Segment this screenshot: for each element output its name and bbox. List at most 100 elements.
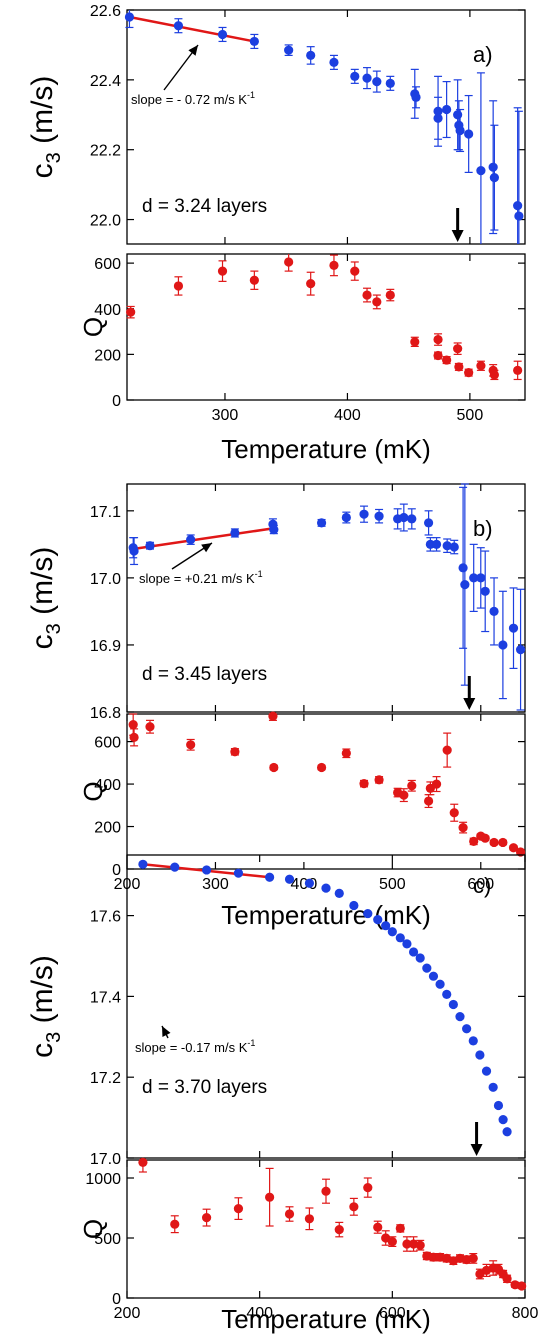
plot-frame-bottom	[126, 713, 526, 870]
y-tick-label: 500	[94, 1231, 121, 1248]
data-point-top	[316, 518, 327, 528]
thickness-label: d = 3.45 layers	[142, 664, 267, 685]
data-point-bottom	[469, 836, 479, 846]
x-tick-label: 600	[379, 1305, 406, 1322]
data-point-bottom	[129, 732, 139, 742]
data-point-bottom	[173, 281, 184, 291]
data-point-bottom	[126, 307, 136, 317]
data-point-bottom	[442, 355, 452, 365]
data-point-bottom	[268, 711, 278, 721]
data-point-top	[493, 1100, 504, 1111]
data-point-bottom	[385, 290, 395, 300]
data-point-bottom	[458, 822, 468, 833]
data-point-top	[387, 927, 397, 937]
data-point-bottom	[128, 720, 138, 730]
data-point-bottom	[362, 290, 372, 300]
data-point-bottom	[423, 796, 434, 806]
data-point-bottom	[489, 837, 499, 848]
data-point-top	[508, 623, 519, 633]
data-point-top	[458, 563, 468, 573]
thickness-label: d = 3.24 layers	[142, 196, 267, 217]
y-tick-label: 22.2	[90, 143, 121, 160]
y-tick-label: 17.4	[90, 989, 121, 1006]
data-point-bottom	[489, 370, 499, 380]
data-point-bottom	[145, 722, 155, 732]
data-point-bottom	[513, 365, 523, 375]
y-tick-label: 17.2	[90, 1070, 121, 1087]
slope-annotation: slope = - 0.72 m/s K-1	[131, 90, 255, 107]
data-point-top	[423, 518, 434, 528]
x-tick-label: 400	[246, 1305, 273, 1322]
data-point-top	[217, 29, 228, 40]
data-point-top	[230, 528, 240, 538]
slope-annotation: slope = -0.17 m/s K-1	[135, 1038, 255, 1055]
slope-exponent: -1	[255, 569, 263, 579]
data-point-top	[448, 999, 458, 1010]
x-axis-title: Temperature (mK)	[221, 1304, 431, 1334]
data-point-top	[341, 512, 351, 523]
data-point-top	[359, 509, 369, 519]
data-point-top	[488, 1082, 498, 1092]
data-point-top	[334, 888, 344, 898]
annotation-arrowhead	[188, 45, 198, 56]
data-point-top	[129, 546, 139, 556]
data-point-bottom	[402, 1239, 412, 1249]
data-point-top	[329, 57, 339, 67]
data-point-top	[422, 963, 432, 973]
data-point-bottom	[374, 775, 384, 785]
y-axis-title-subscript: 3	[43, 152, 65, 163]
data-point-top	[265, 872, 275, 882]
data-point-top	[442, 541, 452, 551]
x-tick-label: 300	[202, 876, 229, 893]
data-point-bottom	[428, 1252, 439, 1262]
x-tick-label: 500	[457, 407, 484, 424]
data-point-top	[433, 113, 443, 123]
data-point-top	[514, 211, 524, 221]
y-tick-label: 600	[94, 735, 121, 752]
y-tick-label: 17.6	[90, 909, 121, 926]
data-point-bottom	[373, 1222, 383, 1232]
y-axis-title-q: Q	[78, 1219, 108, 1239]
transition-arrowhead	[463, 698, 476, 710]
data-point-bottom	[399, 790, 409, 800]
data-point-top	[399, 512, 409, 523]
data-point-top	[462, 1024, 472, 1034]
data-point-bottom	[387, 1237, 397, 1247]
x-tick-label: 300	[212, 407, 239, 424]
data-point-bottom	[269, 762, 279, 773]
y-tick-label: 400	[94, 777, 121, 794]
data-point-bottom	[453, 344, 463, 354]
y-tick-label: 400	[94, 302, 121, 319]
data-point-top	[468, 1036, 478, 1046]
data-point-bottom	[517, 1281, 527, 1291]
data-point-bottom	[515, 847, 526, 857]
y-axis-title-units: (m/s)	[26, 76, 59, 153]
data-point-top	[502, 1127, 512, 1137]
transition-arrowhead	[470, 1144, 483, 1156]
data-point-bottom	[334, 1225, 344, 1235]
data-point-bottom	[407, 781, 417, 791]
data-point-top	[173, 21, 184, 31]
data-point-top	[284, 45, 294, 55]
y-tick-label: 22.0	[90, 213, 121, 230]
data-point-top	[233, 868, 244, 878]
y-tick-label: 17.1	[90, 504, 121, 521]
y-tick-label: 22.6	[90, 3, 121, 20]
y-tick-label: 200	[94, 347, 121, 364]
data-point-bottom	[284, 257, 294, 267]
data-point-top	[145, 541, 155, 551]
data-point-top	[306, 50, 316, 61]
data-point-bottom	[284, 1209, 295, 1219]
panel-label: b)	[473, 516, 493, 541]
data-point-bottom	[442, 745, 452, 755]
data-point-bottom	[186, 740, 196, 750]
data-point-top	[350, 71, 360, 81]
data-point-top	[186, 535, 196, 545]
slope-exponent: -1	[247, 90, 255, 100]
y-axis-title-c3: c3 (m/s)	[26, 955, 65, 1058]
fit-line	[129, 15, 255, 43]
data-point-top	[489, 606, 499, 617]
data-point-top	[469, 573, 479, 583]
data-point-top	[249, 36, 259, 47]
slope-annotation: slope = +0.21 m/s K-1	[139, 569, 263, 586]
